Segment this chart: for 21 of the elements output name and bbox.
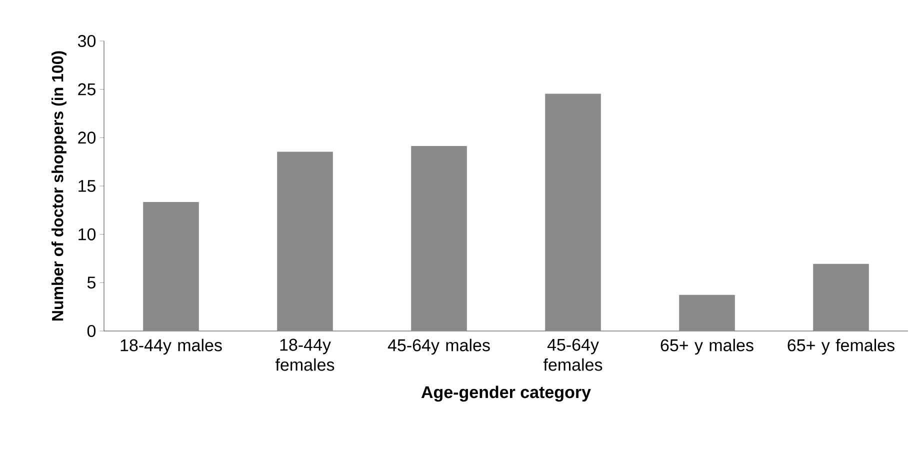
x-tick-label: 45-64y females xyxy=(543,338,602,371)
x-tick-label: 45-64y males xyxy=(388,338,490,355)
x-tick-label: 18-44y males xyxy=(120,338,222,355)
y-tick-label: 5 xyxy=(87,276,96,289)
y-tick-label: 0 xyxy=(87,324,96,338)
x-tick-label: 65+ y males xyxy=(660,338,754,355)
bar xyxy=(411,146,467,331)
y-axis-title: Number of doctor shoppers (in 100) xyxy=(52,51,66,321)
bar xyxy=(545,94,601,331)
bar xyxy=(277,152,333,331)
y-tick-label: 20 xyxy=(78,132,96,144)
y-tick-label: 25 xyxy=(78,83,96,96)
bar xyxy=(813,264,869,331)
x-axis-title: Age-gender category xyxy=(421,386,591,402)
y-tick-label: 15 xyxy=(78,180,96,192)
x-tick-label: 65+ y females xyxy=(788,338,894,355)
y-tick-label: 10 xyxy=(78,228,96,240)
y-tick-label: 30 xyxy=(78,34,96,48)
bar xyxy=(679,294,735,331)
bar xyxy=(143,202,199,331)
x-tick-label: 18-44y females xyxy=(275,338,334,371)
